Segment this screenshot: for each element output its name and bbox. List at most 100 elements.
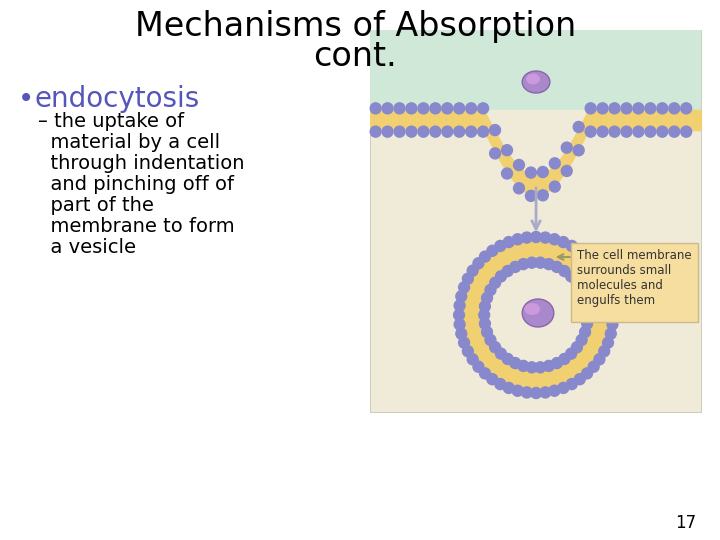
Circle shape bbox=[572, 342, 582, 353]
Circle shape bbox=[370, 103, 381, 114]
Circle shape bbox=[490, 125, 500, 136]
Circle shape bbox=[394, 126, 405, 137]
Circle shape bbox=[549, 158, 560, 169]
Circle shape bbox=[502, 168, 513, 179]
Circle shape bbox=[462, 273, 473, 284]
Text: •: • bbox=[18, 85, 34, 113]
Circle shape bbox=[459, 282, 469, 293]
Circle shape bbox=[480, 368, 490, 379]
Circle shape bbox=[521, 232, 532, 243]
Text: and pinching off of: and pinching off of bbox=[37, 175, 233, 194]
Circle shape bbox=[559, 354, 570, 364]
Text: part of the: part of the bbox=[37, 196, 153, 215]
Circle shape bbox=[607, 300, 618, 311]
Circle shape bbox=[597, 103, 608, 114]
FancyBboxPatch shape bbox=[370, 30, 701, 412]
Text: 17: 17 bbox=[675, 514, 696, 532]
FancyBboxPatch shape bbox=[370, 30, 701, 110]
Text: Mechanisms of Absorption: Mechanisms of Absorption bbox=[135, 10, 576, 43]
Ellipse shape bbox=[522, 71, 550, 93]
Circle shape bbox=[442, 103, 453, 114]
Circle shape bbox=[669, 126, 680, 137]
Circle shape bbox=[558, 382, 569, 394]
Circle shape bbox=[480, 251, 490, 262]
Ellipse shape bbox=[522, 299, 554, 327]
Circle shape bbox=[588, 258, 599, 269]
Circle shape bbox=[531, 388, 541, 399]
Circle shape bbox=[540, 232, 551, 243]
Circle shape bbox=[454, 300, 465, 311]
Circle shape bbox=[552, 261, 562, 272]
Circle shape bbox=[594, 354, 605, 365]
Circle shape bbox=[479, 309, 490, 321]
Circle shape bbox=[585, 126, 596, 137]
Circle shape bbox=[473, 258, 484, 269]
Circle shape bbox=[456, 291, 467, 302]
Circle shape bbox=[576, 285, 587, 295]
Circle shape bbox=[608, 309, 618, 321]
Circle shape bbox=[495, 271, 506, 282]
Circle shape bbox=[406, 126, 417, 137]
Circle shape bbox=[575, 245, 585, 256]
Circle shape bbox=[575, 374, 585, 384]
Circle shape bbox=[588, 361, 599, 372]
Text: membrane to form: membrane to form bbox=[37, 217, 234, 236]
Circle shape bbox=[526, 167, 536, 178]
Circle shape bbox=[526, 257, 537, 268]
Circle shape bbox=[466, 103, 477, 114]
Circle shape bbox=[418, 103, 429, 114]
Ellipse shape bbox=[526, 73, 540, 84]
Circle shape bbox=[485, 334, 496, 346]
Circle shape bbox=[477, 126, 489, 137]
Circle shape bbox=[459, 337, 469, 348]
Circle shape bbox=[482, 293, 492, 303]
Circle shape bbox=[513, 159, 524, 171]
Circle shape bbox=[576, 334, 587, 346]
Circle shape bbox=[681, 126, 692, 137]
Circle shape bbox=[549, 234, 560, 245]
Circle shape bbox=[552, 357, 562, 369]
Circle shape bbox=[535, 257, 546, 268]
Circle shape bbox=[394, 103, 405, 114]
Circle shape bbox=[582, 368, 593, 379]
Text: cont.: cont. bbox=[313, 40, 397, 73]
Circle shape bbox=[526, 362, 537, 373]
Circle shape bbox=[573, 122, 584, 132]
Circle shape bbox=[580, 293, 590, 303]
Circle shape bbox=[633, 103, 644, 114]
Circle shape bbox=[510, 261, 521, 272]
Text: material by a cell: material by a cell bbox=[37, 133, 220, 152]
Circle shape bbox=[370, 126, 381, 137]
Circle shape bbox=[606, 328, 616, 339]
Circle shape bbox=[467, 354, 478, 365]
Circle shape bbox=[510, 357, 521, 369]
Circle shape bbox=[535, 362, 546, 373]
Circle shape bbox=[566, 271, 577, 282]
Text: through indentation: through indentation bbox=[37, 154, 244, 173]
Circle shape bbox=[430, 126, 441, 137]
Circle shape bbox=[482, 260, 590, 370]
Circle shape bbox=[599, 346, 610, 357]
Circle shape bbox=[526, 191, 536, 201]
Circle shape bbox=[382, 126, 393, 137]
Circle shape bbox=[406, 103, 417, 114]
Circle shape bbox=[482, 327, 492, 338]
Circle shape bbox=[454, 126, 464, 137]
Circle shape bbox=[480, 301, 490, 312]
Text: endocytosis: endocytosis bbox=[35, 85, 200, 113]
Circle shape bbox=[562, 142, 572, 153]
Circle shape bbox=[544, 360, 554, 372]
Circle shape bbox=[467, 265, 478, 276]
Circle shape bbox=[531, 232, 541, 242]
Circle shape bbox=[558, 237, 569, 247]
Circle shape bbox=[669, 103, 680, 114]
Circle shape bbox=[503, 382, 514, 394]
Circle shape bbox=[382, 103, 393, 114]
Ellipse shape bbox=[524, 303, 540, 315]
Circle shape bbox=[621, 126, 632, 137]
Circle shape bbox=[480, 318, 490, 329]
Circle shape bbox=[495, 379, 505, 389]
Circle shape bbox=[495, 348, 506, 359]
Circle shape bbox=[549, 181, 560, 192]
Circle shape bbox=[633, 126, 644, 137]
